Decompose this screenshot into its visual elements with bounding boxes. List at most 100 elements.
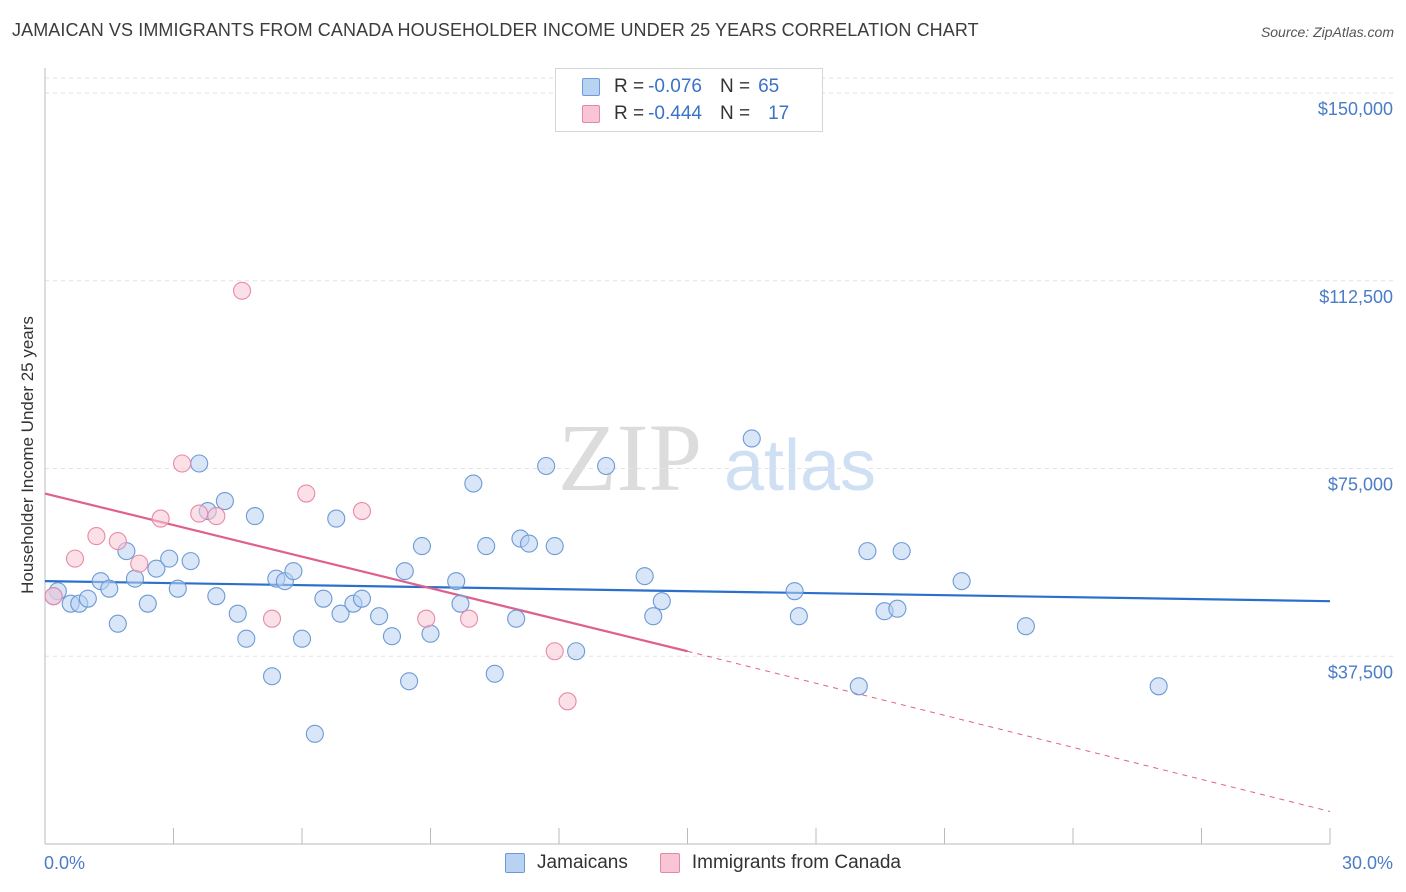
- legend-r-value: -0.444: [648, 103, 702, 124]
- legend-row-canada: R = -0.444 N = 17: [582, 101, 789, 127]
- point-jamaicans: [545, 537, 564, 556]
- point-jamaicans: [147, 559, 166, 578]
- point-jamaicans: [400, 672, 419, 691]
- point-jamaicans: [858, 542, 877, 561]
- series-label-canada: Immigrants from Canada: [691, 852, 901, 873]
- point-jamaicans: [395, 562, 414, 581]
- x-tick-label-end: 30.0%: [1342, 853, 1393, 873]
- watermark-zip: ZIP: [558, 404, 702, 511]
- y-tick-label: $150,000: [1318, 99, 1393, 119]
- y-tick-label: $112,500: [1319, 287, 1393, 307]
- chart-title: JAMAICAN VS IMMIGRANTS FROM CANADA HOUSE…: [12, 20, 979, 40]
- point-canada: [173, 454, 192, 473]
- series-swatch-pink: [659, 853, 680, 873]
- point-canada: [151, 509, 170, 528]
- point-jamaicans: [1016, 617, 1035, 636]
- legend-n-label: N =: [719, 103, 751, 124]
- point-canada: [207, 507, 226, 526]
- legend-r-label: R =: [614, 103, 645, 124]
- point-jamaicans: [567, 642, 586, 661]
- legend-row-jamaicans: R = -0.076 N = 65: [582, 74, 779, 100]
- series-legend-jamaicans: Jamaicans: [505, 852, 628, 874]
- point-jamaicans: [108, 614, 127, 633]
- point-jamaicans: [292, 629, 312, 648]
- point-jamaicans: [245, 507, 264, 526]
- point-canada: [262, 609, 282, 628]
- point-jamaicans: [789, 607, 808, 626]
- point-jamaicans: [284, 562, 303, 581]
- grid: [45, 77, 1395, 657]
- point-jamaicans: [644, 607, 663, 626]
- point-canada: [545, 642, 564, 661]
- tick-labels: $37,500 $75,000 $112,500 $150,000 0.0% 30.0%: [44, 99, 1393, 873]
- point-jamaicans: [849, 677, 868, 696]
- point-jamaicans: [305, 724, 324, 743]
- point-jamaicans: [635, 567, 654, 586]
- y-tick-label: $37,500: [1328, 662, 1393, 682]
- series-swatch-blue: [505, 853, 526, 873]
- legend-swatch-blue: [582, 78, 600, 96]
- legend-swatch-pink: [582, 105, 600, 123]
- point-canada: [65, 549, 85, 568]
- trend-lines: [44, 492, 1331, 812]
- point-jamaicans: [382, 627, 402, 646]
- point-canada: [232, 281, 252, 300]
- legend-n-label: N =: [719, 76, 751, 97]
- point-jamaicans: [228, 604, 247, 623]
- point-jamaicans: [168, 579, 187, 598]
- series-legend: Jamaicans Immigrants from Canada: [0, 852, 1406, 874]
- trend-line-canada-extension: [687, 650, 1331, 812]
- point-jamaicans: [952, 572, 971, 591]
- point-jamaicans: [314, 589, 333, 608]
- legend-r-value: -0.076: [648, 76, 702, 97]
- point-jamaicans: [327, 509, 346, 528]
- point-canada: [297, 484, 316, 503]
- point-jamaicans: [597, 456, 616, 476]
- point-jamaicans: [100, 579, 119, 598]
- point-jamaicans: [451, 594, 470, 613]
- point-canada: [352, 502, 372, 521]
- point-canada: [190, 504, 209, 523]
- point-jamaicans: [78, 589, 97, 608]
- point-jamaicans: [125, 569, 144, 588]
- point-jamaicans: [138, 594, 157, 613]
- point-jamaicans: [477, 537, 496, 556]
- legend-r-label: R =: [614, 76, 645, 97]
- point-jamaicans: [485, 664, 504, 683]
- point-jamaicans: [207, 587, 226, 606]
- point-jamaicans: [464, 474, 483, 493]
- series-legend-canada: Immigrants from Canada: [659, 852, 901, 874]
- point-jamaicans: [519, 534, 539, 553]
- point-jamaicans: [412, 537, 431, 556]
- point-canada: [130, 554, 149, 573]
- point-jamaicans: [190, 454, 209, 473]
- point-jamaicans: [652, 592, 671, 611]
- point-canada: [417, 609, 436, 628]
- source-label: Source: ZipAtlas.com: [1260, 24, 1394, 40]
- y-tick-label: $75,000: [1328, 475, 1393, 495]
- correlation-legend: R = -0.076 N = 65 R = -0.444 N = 17: [555, 68, 823, 132]
- point-jamaicans: [507, 609, 526, 628]
- point-jamaicans: [370, 607, 389, 626]
- trend-line-jamaicans: [44, 580, 1331, 603]
- legend-n-value: 65: [758, 76, 780, 97]
- x-tick-label-start: 0.0%: [44, 853, 85, 873]
- point-jamaicans: [215, 492, 234, 511]
- point-jamaicans: [447, 572, 466, 591]
- series-label-jamaicans: Jamaicans: [537, 852, 628, 873]
- point-jamaicans: [892, 542, 911, 561]
- point-canada: [108, 532, 127, 551]
- point-jamaicans: [331, 604, 350, 623]
- point-jamaicans: [181, 552, 200, 571]
- point-jamaicans: [352, 589, 372, 608]
- point-jamaicans: [742, 429, 761, 448]
- point-jamaicans: [537, 456, 556, 476]
- point-jamaicans: [785, 582, 804, 601]
- point-jamaicans: [421, 624, 440, 643]
- point-jamaicans: [888, 599, 907, 618]
- point-canada: [44, 587, 63, 606]
- axes: [44, 68, 1331, 845]
- point-canada: [558, 692, 577, 711]
- point-jamaicans: [262, 667, 282, 686]
